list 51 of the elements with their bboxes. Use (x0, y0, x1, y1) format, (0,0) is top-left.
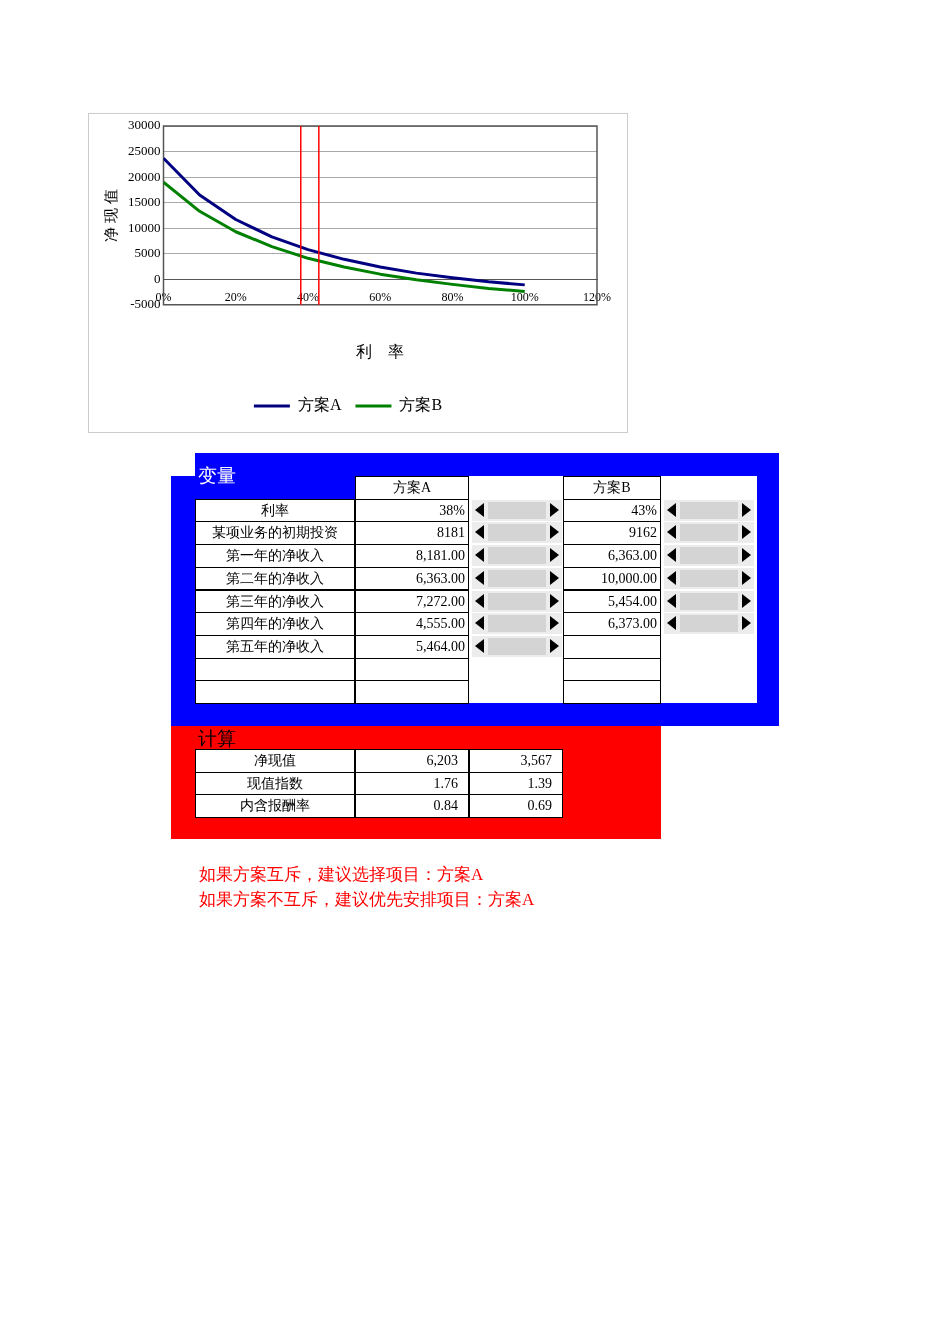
x-axis-title: 利 率 (356, 342, 405, 360)
text: 7,272.00 (416, 593, 465, 609)
category-label: 利率 (261, 502, 289, 518)
text: 0.84 (433, 798, 458, 814)
x-tick-label: 60% (369, 289, 392, 304)
category-label: 方案A (355, 476, 469, 500)
text: 1.39 (527, 775, 552, 791)
text: 0.69 (527, 798, 552, 814)
y-tick-label: 20000 (128, 168, 161, 184)
text: 38% (439, 502, 465, 518)
text: 5,454.00 (608, 593, 657, 609)
text: 1.76 (433, 775, 458, 791)
category-label: 第二年的净收入 (226, 570, 324, 586)
text: 3,567 (520, 753, 552, 768)
text: 计算 (198, 727, 236, 751)
text: 变量 (198, 464, 236, 488)
y-tick-label: 0 (154, 270, 161, 286)
category-label: 方案B (563, 476, 661, 500)
text: 如果方案互斥，建议选择项目：方案A (199, 864, 484, 886)
text: 6,373.00 (608, 616, 657, 632)
text: 6,363.00 (416, 570, 465, 586)
x-tick-label: 100% (510, 289, 539, 304)
category-label: 第四年的净收入 (226, 616, 324, 632)
legend-label: 方案A (297, 396, 342, 414)
text: 6,363.00 (608, 548, 657, 564)
y-tick-label: 10000 (128, 219, 161, 235)
x-tick-label: 80% (441, 289, 464, 304)
text: 43% (631, 502, 657, 518)
text: 6,203 (426, 753, 458, 768)
text: 4,555.00 (416, 616, 465, 632)
x-tick-label: 120% (583, 289, 611, 304)
category-label: 某项业务的初期投资 (212, 525, 338, 541)
y-tick-label: 30000 (128, 117, 161, 133)
category-label: 内含报酬率 (240, 798, 310, 814)
text: 9162 (629, 525, 657, 541)
y-tick-label: 15000 (128, 194, 161, 210)
text: 10,000.00 (601, 570, 657, 586)
category-label: 现值指数 (247, 775, 303, 791)
text: 5,464.00 (416, 638, 465, 654)
category-label: 净现值 (254, 753, 296, 768)
y-axis-title: 净 现 值 (102, 189, 119, 242)
x-tick-label: 20% (224, 289, 247, 304)
category-label: 第一年的净收入 (226, 548, 324, 564)
y-tick-label: 5000 (134, 245, 161, 261)
y-tick-label: 25000 (128, 142, 161, 158)
legend-label: 方案B (399, 396, 443, 414)
category-label: 第三年的净收入 (226, 593, 324, 609)
text: 8,181.00 (416, 548, 465, 564)
text: 如果方案不互斥，建议优先安排项目：方案A (199, 889, 535, 911)
category-label: 第五年的净收入 (226, 638, 324, 654)
text: 8181 (437, 525, 465, 541)
